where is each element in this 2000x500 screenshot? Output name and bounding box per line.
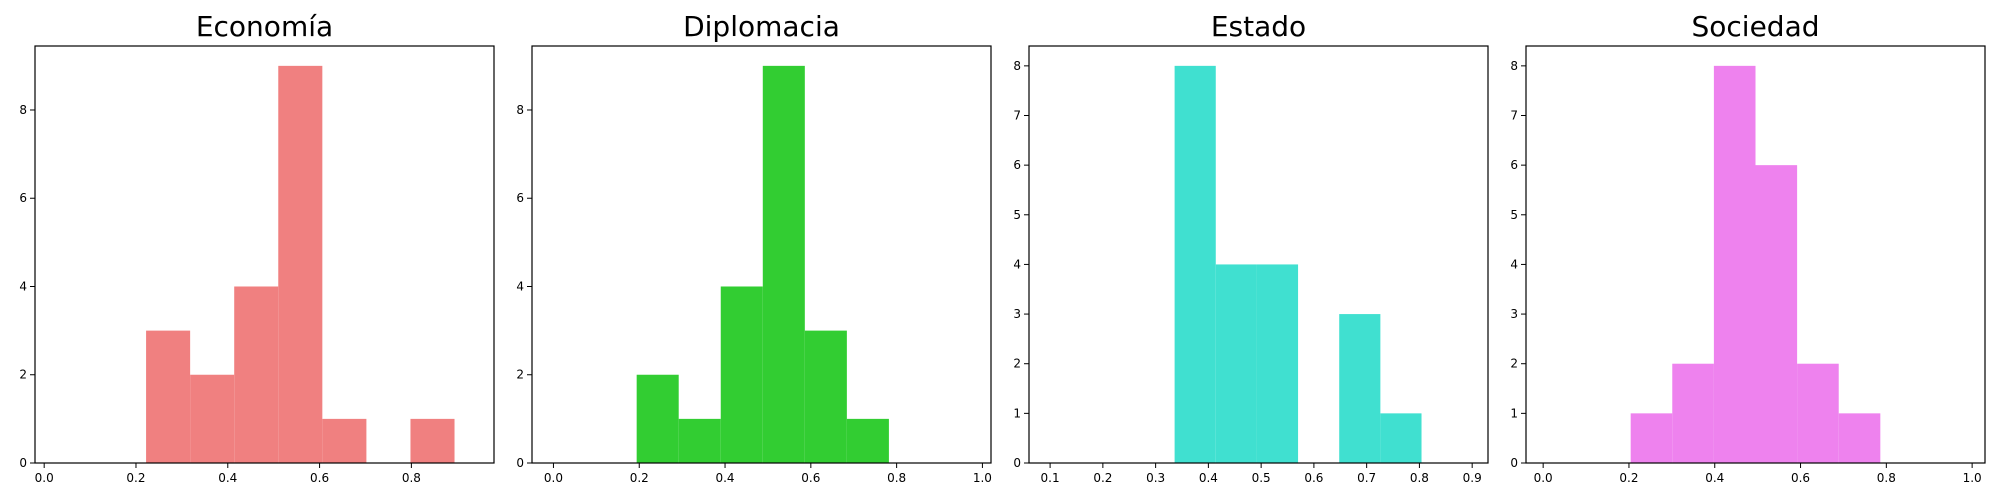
axes-frame-economia — [34, 45, 495, 464]
y-tick-label-estado: 4 — [1013, 257, 1021, 271]
panel-title-estado: Estado — [1211, 10, 1306, 43]
histogram-bar-estado-5 — [1380, 413, 1422, 463]
x-tick-label-estado: 0.9 — [1463, 471, 1482, 485]
x-tick-label-estado: 0.1 — [1041, 471, 1060, 485]
histogram-bar-sociedad-4 — [1797, 363, 1839, 463]
axes-frame-diplomacia — [531, 45, 992, 464]
x-tick-label-sociedad: 0.0 — [1534, 471, 1553, 485]
histogram-bar-sociedad-2 — [1713, 65, 1756, 463]
histogram-bar-estado-2 — [1256, 264, 1299, 463]
y-tick-label-estado: 0 — [1013, 456, 1021, 470]
x-tick-label-diplomacia: 0.6 — [801, 471, 820, 485]
x-tick-label-estado: 0.6 — [1304, 471, 1323, 485]
x-tick-label-estado: 0.2 — [1093, 471, 1112, 485]
histogram-bar-economia-0 — [146, 330, 191, 463]
y-tick-label-estado: 7 — [1013, 109, 1021, 123]
x-tick-label-estado: 0.7 — [1357, 471, 1376, 485]
panel-estado: Estado 0.1 0.2 0.3 0.4 0.5 0.6 0.7 0.8 0.9 0 1 2 3 4 5… — [1013, 10, 1489, 485]
x-tick-label-diplomacia: 0.8 — [887, 471, 906, 485]
y-tick-label-sociedad: 8 — [1510, 59, 1518, 73]
x-tick-label-economia: 0.8 — [402, 471, 421, 485]
x-tick-label-diplomacia: 0.4 — [715, 471, 734, 485]
x-tick-label-sociedad: 0.2 — [1619, 471, 1638, 485]
histogram-bar-economia-2 — [234, 286, 279, 463]
x-tick-label-sociedad: 0.8 — [1877, 471, 1896, 485]
x-tick-label-estado: 0.4 — [1199, 471, 1218, 485]
y-tick-label-sociedad: 1 — [1510, 406, 1518, 420]
histogram-bar-estado-1 — [1215, 264, 1257, 463]
y-tick-label-economia: 6 — [19, 191, 27, 205]
x-tick-label-sociedad: 0.6 — [1791, 471, 1810, 485]
x-tick-label-economia: 0.2 — [126, 471, 145, 485]
x-tick-label-economia: 0.6 — [310, 471, 329, 485]
panel-economia: Economía 0.0 0.2 0.4 0.6 0.8 0 2 4 6 8 — [19, 10, 495, 485]
histogram-bar-diplomacia-1 — [678, 418, 721, 463]
panel-title-sociedad: Sociedad — [1691, 10, 1819, 43]
x-tick-label-diplomacia: 0.2 — [630, 471, 649, 485]
axes-frame-estado — [1028, 45, 1489, 464]
panel-title-economia: Economía — [196, 10, 333, 43]
histogram-bar-sociedad-0 — [1630, 413, 1673, 463]
y-tick-label-sociedad: 2 — [1510, 357, 1518, 371]
y-tick-label-economia: 2 — [19, 368, 27, 382]
panel-sociedad: Sociedad 0.0 0.2 0.4 0.6 0.8 1.0 0 1 2 3 4 5 6 7 8 — [1510, 10, 1986, 485]
y-tick-label-estado: 3 — [1013, 307, 1021, 321]
histogram-bar-diplomacia-4 — [804, 330, 847, 463]
y-tick-label-economia: 0 — [19, 456, 27, 470]
y-tick-label-sociedad: 5 — [1510, 208, 1518, 222]
y-tick-label-diplomacia: 2 — [516, 368, 524, 382]
histogram-bar-economia-4 — [322, 418, 367, 463]
y-tick-label-sociedad: 0 — [1510, 456, 1518, 470]
y-tick-label-sociedad: 6 — [1510, 158, 1518, 172]
histogram-bar-diplomacia-2 — [720, 286, 763, 463]
histogram-bar-diplomacia-0 — [636, 374, 679, 463]
histogram-bar-sociedad-3 — [1755, 165, 1798, 463]
panel-title-diplomacia: Diplomacia — [683, 10, 840, 43]
y-tick-label-diplomacia: 6 — [516, 191, 524, 205]
y-tick-label-diplomacia: 4 — [516, 279, 524, 293]
x-tick-label-sociedad: 0.4 — [1705, 471, 1724, 485]
y-tick-label-estado: 2 — [1013, 357, 1021, 371]
histogram-bar-economia-3 — [278, 65, 323, 463]
x-tick-label-economia: 0.4 — [218, 471, 237, 485]
y-tick-label-economia: 4 — [19, 279, 27, 293]
y-tick-label-diplomacia: 0 — [516, 456, 524, 470]
y-tick-label-estado: 5 — [1013, 208, 1021, 222]
axes-frame-sociedad — [1525, 45, 1986, 464]
x-tick-label-sociedad: 1.0 — [1963, 471, 1982, 485]
y-tick-label-estado: 8 — [1013, 59, 1021, 73]
histogram-bar-estado-4 — [1339, 314, 1381, 463]
y-tick-label-economia: 8 — [19, 103, 27, 117]
y-tick-label-sociedad: 4 — [1510, 257, 1518, 271]
histogram-bar-sociedad-5 — [1838, 413, 1881, 463]
x-tick-label-estado: 0.3 — [1146, 471, 1165, 485]
histogram-bar-sociedad-1 — [1672, 363, 1714, 463]
x-tick-label-diplomacia: 0.0 — [544, 471, 563, 485]
histogram-bar-diplomacia-5 — [846, 418, 889, 463]
y-tick-label-sociedad: 3 — [1510, 307, 1518, 321]
x-tick-label-economia: 0.0 — [35, 471, 54, 485]
panel-diplomacia: Diplomacia 0.0 0.2 0.4 0.6 0.8 1.0 0 2 4 6 8 — [516, 10, 992, 485]
x-tick-label-estado: 0.8 — [1410, 471, 1429, 485]
histogram-bar-estado-0 — [1174, 65, 1216, 463]
y-tick-label-estado: 1 — [1013, 406, 1021, 420]
x-tick-label-diplomacia: 1.0 — [973, 471, 992, 485]
histogram-bar-diplomacia-3 — [762, 65, 805, 463]
y-tick-label-sociedad: 7 — [1510, 109, 1518, 123]
x-tick-label-estado: 0.5 — [1252, 471, 1271, 485]
histogram-bar-economia-6 — [410, 418, 455, 463]
y-tick-label-diplomacia: 8 — [516, 103, 524, 117]
y-tick-label-estado: 6 — [1013, 158, 1021, 172]
histogram-bar-economia-1 — [190, 374, 235, 463]
